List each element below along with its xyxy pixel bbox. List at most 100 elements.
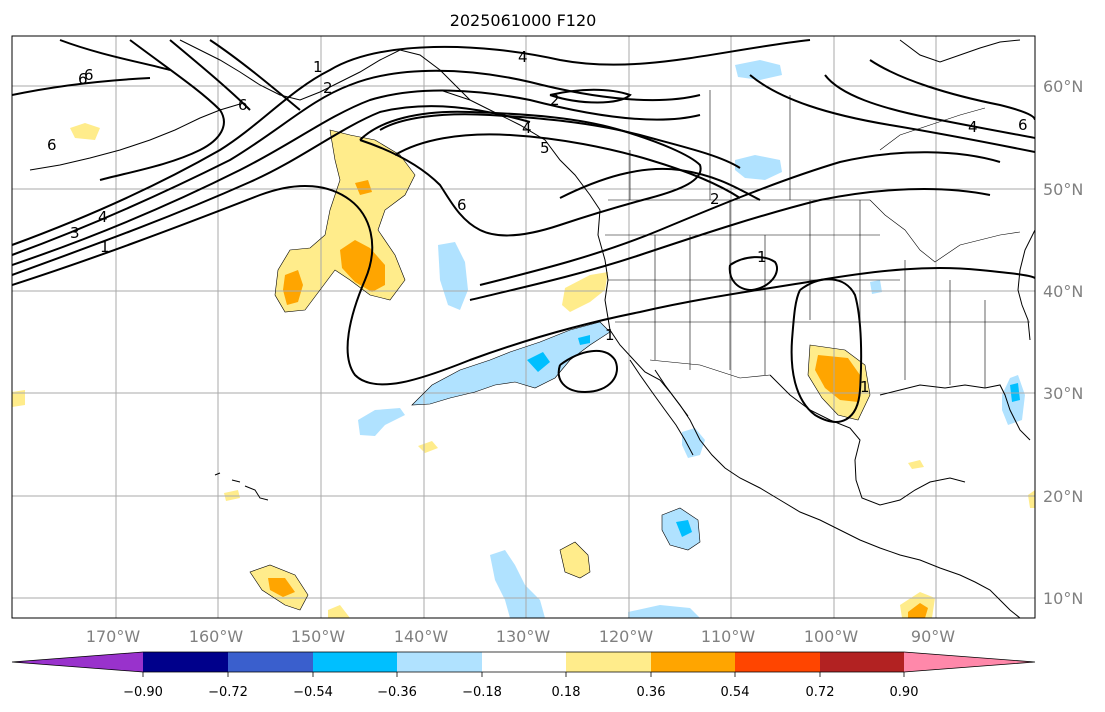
- contour-label: 6: [1018, 116, 1028, 134]
- contour-label: 4: [522, 119, 532, 137]
- lon-label: 100°W: [804, 627, 859, 646]
- latitude-labels: 60°N 50°N 40°N 30°N 20°N 10°N: [1043, 77, 1083, 608]
- plot-frame: [11, 35, 1036, 619]
- colorbar-segment: [820, 652, 904, 672]
- contour-label: 2: [550, 91, 560, 109]
- colorbar-tick-label: 0.90: [890, 685, 919, 700]
- anomaly-fill-blue: [578, 335, 590, 345]
- contour-label: 2: [323, 79, 333, 97]
- contour-label: 6: [457, 196, 467, 214]
- anomaly-fill-orange: [268, 578, 295, 597]
- anomaly-fill-yellow: [70, 123, 100, 140]
- contour-label: 1: [860, 378, 870, 396]
- colorbar-segment: [482, 652, 566, 672]
- colorbar-tick-label: 0.18: [552, 685, 581, 700]
- anomaly-fill-lightblue: [682, 428, 705, 458]
- alaska-coast: [179, 39, 471, 101]
- contour-label: 1: [605, 326, 615, 344]
- hawaii-islands: [214, 472, 269, 501]
- contour-label: 5: [540, 139, 550, 157]
- anomaly-fill-yellow: [562, 272, 608, 312]
- colorbar-segment: [228, 652, 313, 672]
- lat-label: 40°N: [1043, 282, 1083, 301]
- colorbar-extend-high: [904, 652, 1035, 672]
- colorbar-tick-label: 0.36: [637, 685, 666, 700]
- anomaly-fill-lightblue: [870, 280, 882, 294]
- contour-label: 3: [70, 224, 80, 242]
- contour-label: 4: [98, 208, 108, 226]
- anomaly-fill-orange: [355, 180, 372, 195]
- map-plot-area: 6 6 4 1 2 6 4 2 5 3 6 2 4 1 6 4 1 1 1 6: [12, 36, 1035, 618]
- colorbar-segment: [143, 652, 228, 672]
- baja-coast: [629, 359, 694, 456]
- anomaly-fills: [12, 60, 1035, 618]
- anomaly-fill-yellow: [418, 441, 438, 453]
- anomaly-fill-lightblue: [438, 242, 468, 310]
- contour-label: 1: [313, 58, 323, 76]
- lat-label: 30°N: [1043, 384, 1083, 403]
- anomaly-fill-lightblue: [735, 155, 782, 180]
- anomaly-fill-orange: [815, 355, 860, 402]
- colorbar-segment: [397, 652, 482, 672]
- anomaly-fill-orange: [283, 270, 303, 305]
- contour-label: 6: [84, 66, 94, 84]
- anomaly-fill-yellow: [560, 542, 590, 578]
- lon-label: 120°W: [599, 627, 654, 646]
- lon-label: 170°W: [86, 627, 141, 646]
- lat-label: 20°N: [1043, 487, 1083, 506]
- anomaly-fill-lightblue: [412, 322, 610, 405]
- north-america-coast: [439, 89, 1021, 618]
- contour-lines: [12, 39, 1035, 423]
- contour-label: 2: [710, 190, 720, 208]
- anomaly-fill-orange: [908, 603, 928, 618]
- lat-label: 10°N: [1043, 589, 1083, 608]
- lon-label: 150°W: [291, 627, 346, 646]
- lat-label: 50°N: [1043, 180, 1083, 199]
- contour-label: 4: [518, 48, 528, 66]
- colorbar-tick-label: 0.54: [721, 685, 750, 700]
- political-borders: [605, 90, 1030, 388]
- contour-label: 1: [100, 238, 110, 256]
- anomaly-fill-yellow: [908, 460, 924, 469]
- east-coast: [1017, 229, 1035, 341]
- contour-label: 6: [238, 96, 248, 114]
- anomaly-fill-yellow: [12, 390, 25, 407]
- anomaly-fill-yellow: [328, 605, 350, 618]
- anomaly-fill-blue: [527, 352, 550, 372]
- lon-label: 110°W: [701, 627, 756, 646]
- anomaly-fill-lightblue: [735, 60, 782, 80]
- anomaly-fill-lightblue: [358, 408, 405, 436]
- anomaly-fill-yellow: [1028, 490, 1035, 508]
- longitude-labels: 170°W 160°W 150°W 140°W 130°W 120°W 110°…: [86, 627, 955, 646]
- colorbar-segment: [566, 652, 651, 672]
- map-title: 2025061000 F120: [450, 11, 597, 30]
- graticule: [12, 36, 1035, 618]
- colorbar-segment: [735, 652, 820, 672]
- hudson-coast: [899, 39, 1021, 63]
- colorbar-tick-label: −0.72: [208, 685, 248, 700]
- colorbar: −0.90 −0.72 −0.54 −0.36 −0.18 0.18 0.36 …: [11, 651, 1036, 700]
- colorbar-segment: [313, 652, 397, 672]
- aleutian-islands: [29, 103, 241, 171]
- colorbar-tick-label: −0.90: [123, 685, 163, 700]
- colorbar-extend-low: [12, 652, 143, 672]
- colorbar-tick-label: 0.72: [806, 685, 835, 700]
- contour-label-group: 6 6 4 1 2 6 4 2 5 3 6 2 4 1 6 4 1 1 1 6: [47, 48, 1028, 396]
- lon-label: 160°W: [189, 627, 244, 646]
- colorbar-tick-label: −0.36: [377, 685, 417, 700]
- lat-label: 60°N: [1043, 77, 1083, 96]
- gulf-coast: [769, 374, 966, 506]
- baja-coast-inner: [654, 369, 689, 417]
- colorbar-tick-label: −0.18: [462, 685, 502, 700]
- anomaly-fill-orange: [340, 240, 385, 292]
- contour-label: 4: [968, 118, 978, 136]
- lon-label: 140°W: [394, 627, 449, 646]
- coastlines: [29, 39, 1035, 618]
- contour-label: 6: [47, 136, 57, 154]
- lon-label: 130°W: [496, 627, 551, 646]
- anomaly-fill-lightblue: [490, 550, 545, 618]
- anomaly-fill-blue: [676, 520, 692, 537]
- contour-label: 6: [78, 70, 88, 88]
- colorbar-segment: [651, 652, 735, 672]
